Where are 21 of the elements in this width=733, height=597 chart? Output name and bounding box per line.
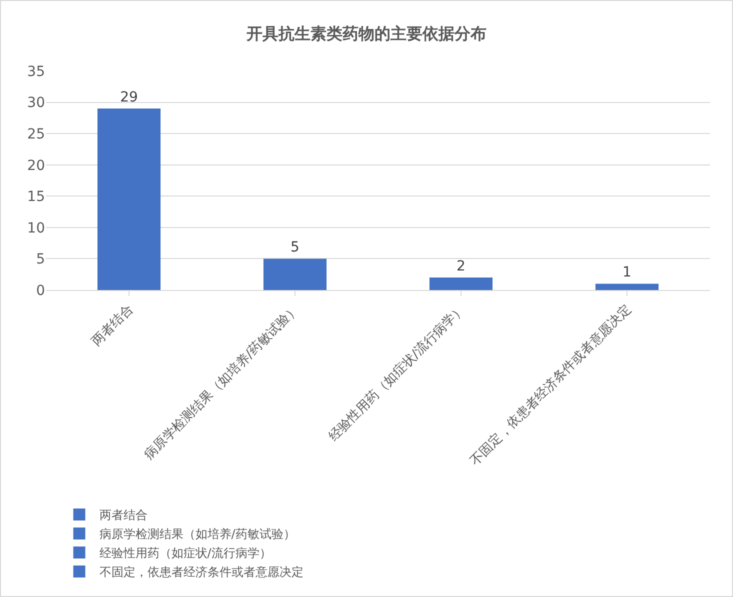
- y-tick-label: 20: [27, 158, 45, 174]
- y-tick-label: 25: [27, 126, 45, 142]
- data-label: 2: [456, 258, 466, 274]
- x-tick-label: 两者结合: [89, 302, 136, 350]
- data-label: 5: [290, 240, 300, 256]
- chart-title: 开具抗生素类药物的主要依据分布: [246, 24, 486, 43]
- y-tick-label: 15: [27, 189, 45, 206]
- y-tick-label: 10: [27, 220, 45, 236]
- y-tick-label: 0: [36, 282, 45, 299]
- data-label: 1: [622, 264, 632, 281]
- y-tick-label: 35: [27, 64, 45, 80]
- y-tick-label: 5: [36, 252, 45, 268]
- y-tick-label: 30: [27, 95, 45, 112]
- legend-label: 病原学检测结果（如培养/药敏试验）: [99, 527, 296, 542]
- x-tick-label: 不固定，依患者经济条件或者意愿决定: [468, 302, 634, 469]
- legend-label: 不固定，依患者经济条件或者意愿决定: [99, 565, 304, 580]
- x-tick-label: 经验性用药（如症状/流行病学）: [325, 301, 468, 444]
- data-label: 29: [120, 90, 138, 106]
- x-tick-label: 病原学检测结果（如培养/药敏试验）: [140, 301, 302, 463]
- legend-label: 两者结合: [99, 508, 148, 522]
- legend-label: 经验性用药（如症状/流行病学）: [99, 546, 272, 560]
